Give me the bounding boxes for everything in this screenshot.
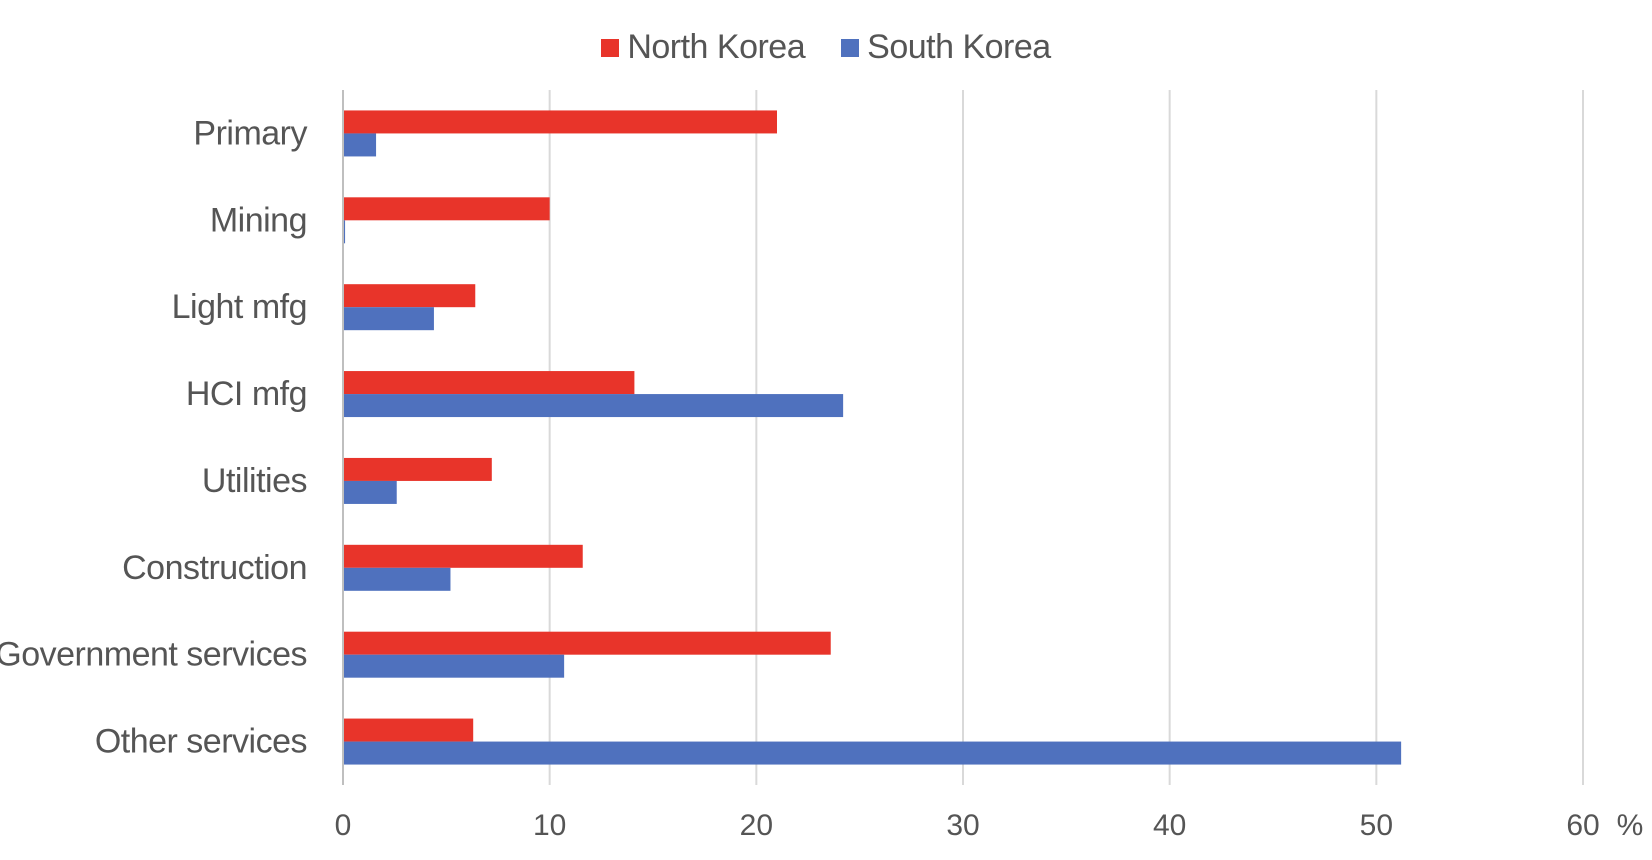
bar-north-korea-government-services: [343, 631, 831, 655]
bar-south-korea-light-mfg: [343, 307, 434, 331]
legend-item-north-korea: North Korea: [601, 28, 806, 67]
category-label-hci-mfg: HCI mfg: [186, 375, 307, 413]
legend-swatch-south-korea: [841, 38, 860, 57]
bar-south-korea-primary: [343, 133, 377, 157]
legend-item-south-korea: South Korea: [841, 28, 1051, 67]
bar-south-korea-hci-mfg: [343, 394, 844, 418]
legend-swatch-north-korea: [601, 38, 620, 57]
bar-north-korea-hci-mfg: [343, 371, 635, 395]
category-label-light-mfg: Light mfg: [172, 288, 307, 326]
category-label-mining: Mining: [210, 201, 307, 239]
bar-north-korea-mining: [343, 197, 550, 221]
bar-south-korea-utilities: [343, 480, 397, 504]
bar-south-korea-government-services: [343, 654, 565, 678]
category-label-government-services: Government services: [0, 636, 307, 674]
category-label-utilities: Utilities: [202, 462, 307, 500]
category-label-primary: Primary: [193, 114, 307, 152]
bar-north-korea-other-services: [343, 718, 474, 742]
legend-label-south-korea: South Korea: [867, 28, 1051, 66]
bar-south-korea-other-services: [343, 741, 1402, 765]
category-label-other-services: Other services: [95, 723, 307, 761]
x-tick-label-20: 20: [740, 809, 773, 842]
bar-south-korea-mining: [343, 220, 346, 244]
bar-north-korea-primary: [343, 110, 777, 134]
x-tick-label-40: 40: [1153, 809, 1186, 842]
x-tick-label-60: 60: [1566, 809, 1599, 842]
x-tick-label-50: 50: [1360, 809, 1393, 842]
legend: North Korea South Korea: [0, 28, 1652, 67]
legend-label-north-korea: North Korea: [627, 28, 806, 66]
x-tick-label-0: 0: [335, 809, 352, 842]
x-tick-label-30: 30: [946, 809, 979, 842]
bar-south-korea-construction: [343, 567, 451, 591]
bar-north-korea-light-mfg: [343, 284, 476, 308]
category-label-construction: Construction: [122, 549, 307, 587]
bar-north-korea-construction: [343, 544, 583, 568]
bar-north-korea-utilities: [343, 457, 492, 481]
x-axis-unit: %: [1617, 809, 1644, 842]
x-tick-label-10: 10: [533, 809, 566, 842]
